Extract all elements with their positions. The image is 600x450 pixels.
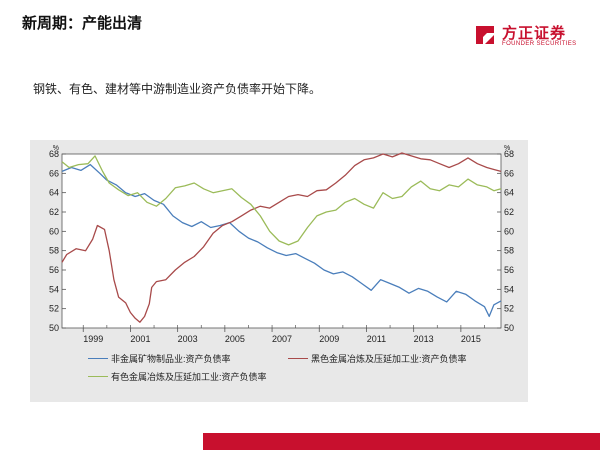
y-tick-label-right: 54: [504, 284, 514, 294]
slide-title: 新周期：产能出清: [22, 14, 143, 32]
y-tick-label-right: 60: [504, 226, 514, 236]
footer-bar: [203, 433, 600, 450]
chart-frame: 50 50 52 52 54 54 56 56 58 58 60 60 62 62 64 64 66 66 68 68…: [30, 140, 528, 402]
company-logo: 方正证券 FOUNDER SECURITIES: [474, 22, 584, 56]
y-tick-label-left: 68: [49, 149, 59, 159]
y-tick-label-right: 50: [504, 323, 514, 333]
legend-swatch: [88, 376, 108, 377]
y-tick-label-right: 62: [504, 207, 514, 217]
x-tick-label: 2013: [414, 334, 434, 344]
slide-subtitle: 钢铁、有色、建材等中游制造业资产负债率开始下降。: [33, 82, 322, 96]
y-tick-label-left: 64: [49, 188, 59, 198]
y-tick-label-left: 52: [49, 304, 59, 314]
x-tick-label: 2009: [319, 334, 339, 344]
y-unit-left: %: [53, 145, 59, 152]
y-tick-label-left: 62: [49, 207, 59, 217]
y-tick-label-left: 50: [49, 323, 59, 333]
plot-area: [61, 153, 502, 329]
y-tick-label-left: 56: [49, 265, 59, 275]
logo-text-cn: 方正证券: [502, 24, 567, 42]
y-unit-right: %: [504, 145, 510, 152]
y-tick-label-right: 68: [504, 149, 514, 159]
logo-text-en: FOUNDER SECURITIES: [502, 41, 577, 47]
legend-swatch: [88, 358, 108, 359]
series-line-1: [61, 163, 502, 318]
y-tick-label-right: 52: [504, 304, 514, 314]
legend-item-1: 非金属矿物制品业:资产负债率: [88, 352, 231, 365]
y-tick-label-left: 60: [49, 226, 59, 236]
x-tick-label: 2011: [367, 334, 386, 344]
y-tick-label-right: 56: [504, 265, 514, 275]
logo-mark-icon: [476, 26, 494, 44]
series-line-2: [61, 152, 502, 323]
x-tick-label: 2005: [225, 334, 245, 344]
line-chart: 50 50 52 52 54 54 56 56 58 58 60 60 62 62 64 64 66 66 68 68…: [49, 145, 514, 344]
legend-swatch: [288, 358, 308, 359]
x-tick-label: 2003: [178, 334, 198, 344]
legend-label: 有色金属冶炼及压延加工业:资产负债率: [111, 372, 267, 382]
y-tick-label-right: 58: [504, 246, 514, 256]
y-tick-label-left: 58: [49, 246, 59, 256]
y-tick-label-left: 54: [49, 284, 59, 294]
x-tick-label: 2007: [272, 334, 292, 344]
y-tick-label-left: 66: [49, 168, 59, 178]
series-line-3: [61, 155, 502, 246]
x-tick-label: 1999: [83, 334, 103, 344]
y-tick-label-right: 64: [504, 188, 514, 198]
x-tick-label: 2015: [461, 334, 481, 344]
legend-item-3: 有色金属冶炼及压延加工业:资产负债率: [88, 370, 267, 383]
legend-label: 黑色金属冶炼及压延加工业:资产负债率: [311, 354, 467, 364]
x-tick-label: 2001: [130, 334, 150, 344]
legend-label: 非金属矿物制品业:资产负债率: [111, 354, 231, 364]
y-tick-label-right: 66: [504, 168, 514, 178]
legend-item-2: 黑色金属冶炼及压延加工业:资产负债率: [288, 352, 467, 365]
